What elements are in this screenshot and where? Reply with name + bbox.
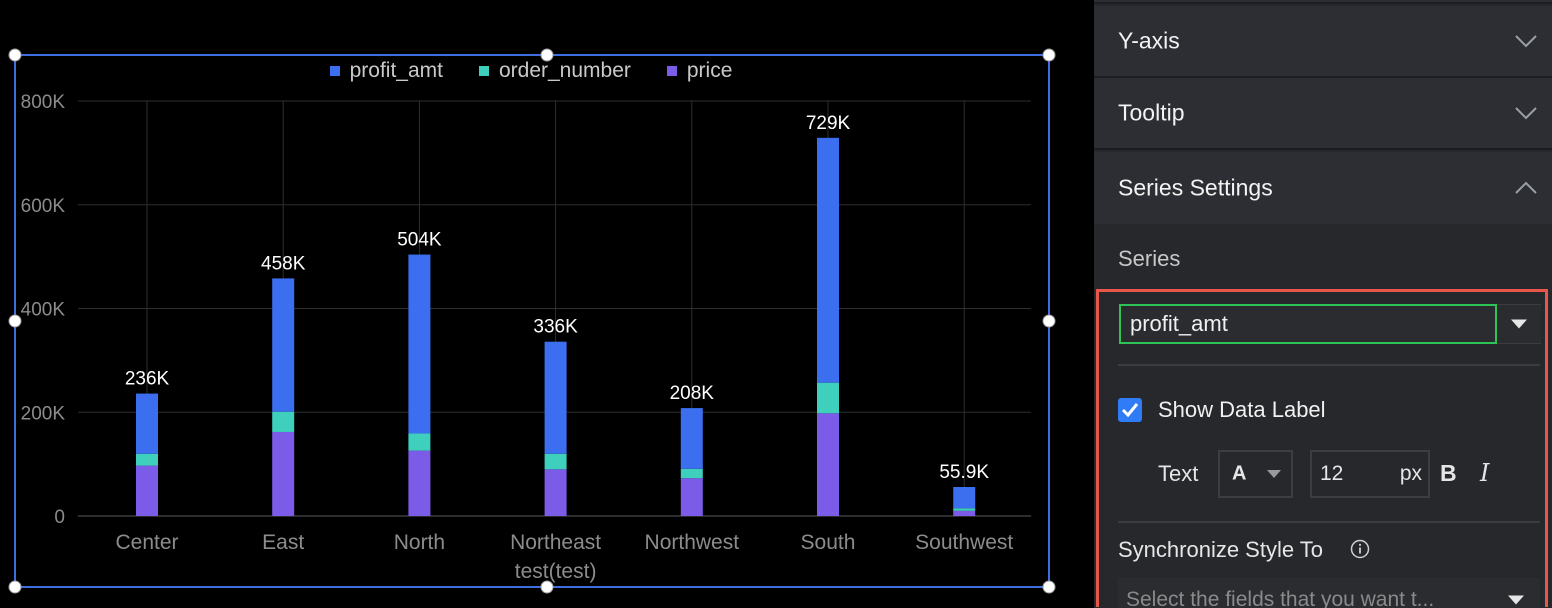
divider	[1118, 364, 1540, 366]
sync-fields-select[interactable]: Select the fields that you want t...	[1118, 578, 1540, 608]
chevron-up-icon	[1515, 181, 1537, 194]
data-label: 236K	[125, 369, 170, 390]
bold-button[interactable]: B	[1440, 460, 1457, 486]
section-header-series-settings[interactable]: Series Settings	[1094, 152, 1552, 224]
bar-profit-amt	[680, 408, 703, 469]
y-tick-label: 600K	[21, 196, 66, 217]
italic-button[interactable]: I	[1480, 459, 1490, 487]
show-data-label-checkbox[interactable]	[1118, 398, 1142, 422]
x-tick-label: test(test)	[515, 560, 597, 583]
font-color-value: A	[1232, 462, 1247, 485]
bar-profit-amt	[544, 341, 567, 454]
info-icon[interactable]	[1350, 539, 1370, 559]
data-label: 55.9K	[939, 462, 989, 483]
y-tick-label: 0	[54, 507, 65, 528]
bar-price	[544, 469, 567, 516]
text-style-label: Text	[1158, 461, 1199, 486]
selection-frame	[14, 54, 1050, 588]
x-tick-label: North	[394, 531, 445, 554]
y-tick-label: 400K	[21, 300, 66, 321]
resize-handle[interactable]	[1042, 580, 1056, 594]
bar-order-number	[544, 453, 567, 470]
show-data-label-text: Show Data Label	[1158, 397, 1326, 422]
series-label: Series	[1118, 246, 1181, 271]
legend-item-price[interactable]: price	[666, 59, 733, 83]
font-size-unit: px	[1399, 462, 1422, 485]
x-tick-label: Center	[115, 531, 178, 554]
caret-down-icon	[1267, 470, 1281, 478]
chart-svg: 0 200K 400K 600K 800K 236K Center 458K East 504K N…	[8, 48, 1056, 594]
bar-profit-amt	[408, 254, 431, 434]
x-tick-label: East	[262, 531, 304, 554]
font-size-value: 12	[1320, 462, 1344, 485]
legend-swatch-price	[666, 66, 677, 76]
legend-label-order-number: order_number	[498, 59, 631, 82]
y-tick-label: 200K	[21, 403, 66, 424]
bar-order-number	[680, 468, 703, 479]
font-size-input[interactable]: 12 px	[1310, 450, 1430, 498]
chart-canvas[interactable]: 0 200K 400K 600K 800K 236K Center 458K East 504K N…	[0, 0, 1094, 608]
bar-price	[817, 413, 839, 516]
bar-order-number	[136, 453, 158, 466]
data-label: 504K	[397, 230, 442, 251]
y-tick-label: 800K	[21, 92, 66, 113]
highlight-box	[1096, 289, 1548, 607]
bar-price	[953, 510, 976, 516]
resize-handle[interactable]	[8, 580, 22, 594]
x-tick-label: Southwest	[915, 531, 1013, 554]
bar-price	[408, 450, 431, 516]
section-header-tooltip[interactable]: Tooltip	[1094, 78, 1552, 150]
x-tick-label: Northwest	[645, 531, 740, 554]
settings-panel: Y-axis Tooltip Series Settings Series pr…	[1094, 0, 1552, 608]
section-title-tooltip: Tooltip	[1118, 99, 1185, 126]
data-label: 458K	[261, 253, 306, 274]
series-select[interactable]: profit_amt	[1119, 304, 1497, 344]
section-header-y-axis[interactable]: Y-axis	[1094, 6, 1552, 78]
bar-profit-amt	[272, 278, 295, 412]
series-select-arrow[interactable]	[1497, 304, 1541, 344]
chevron-down-icon	[1515, 107, 1537, 120]
bar-order-number	[953, 508, 976, 511]
resize-handle[interactable]	[1042, 314, 1056, 328]
bar-order-number	[817, 382, 839, 414]
section-title-y-axis: Y-axis	[1118, 27, 1180, 54]
sync-style-label: Synchronize Style To	[1118, 537, 1324, 562]
data-label: 729K	[806, 113, 851, 134]
divider	[1118, 521, 1540, 523]
bar-profit-amt	[817, 137, 839, 383]
section-divider-top	[1094, 0, 1552, 4]
chevron-down-icon	[1515, 35, 1537, 48]
resize-handle[interactable]	[1042, 48, 1056, 62]
legend-item-order-number[interactable]: order_number	[478, 59, 631, 83]
x-tick-label: Northeast	[510, 531, 601, 554]
checkmark-icon	[1121, 403, 1139, 418]
bar-price	[272, 431, 295, 516]
section-title-series-settings: Series Settings	[1118, 174, 1273, 201]
bar-order-number	[408, 433, 431, 451]
resize-handle[interactable]	[8, 48, 22, 62]
caret-down-icon	[1508, 595, 1524, 605]
legend-swatch-order-number	[478, 66, 489, 76]
resize-handle[interactable]	[8, 314, 22, 328]
legend-label-profit-amt: profit_amt	[349, 59, 443, 82]
legend-item-profit-amt[interactable]: profit_amt	[329, 59, 443, 83]
bar-profit-amt	[136, 393, 158, 454]
series-select-value: profit_amt	[1130, 311, 1228, 336]
resize-handle[interactable]	[540, 48, 554, 62]
legend-swatch-profit-amt	[329, 66, 340, 76]
resize-handle[interactable]	[540, 580, 554, 594]
chart-legend: profit_amt order_number price	[0, 59, 1062, 83]
font-color-select[interactable]: A	[1218, 450, 1293, 498]
caret-down-icon	[1511, 319, 1527, 329]
bar-price	[136, 465, 158, 516]
data-label: 208K	[670, 383, 715, 404]
data-label: 336K	[533, 317, 578, 338]
bar-profit-amt	[953, 487, 976, 509]
bar-order-number	[272, 411, 295, 432]
legend-label-price: price	[686, 59, 733, 82]
x-tick-label: South	[801, 531, 856, 554]
sync-fields-placeholder: Select the fields that you want t...	[1126, 588, 1435, 608]
bar-price	[680, 478, 703, 516]
